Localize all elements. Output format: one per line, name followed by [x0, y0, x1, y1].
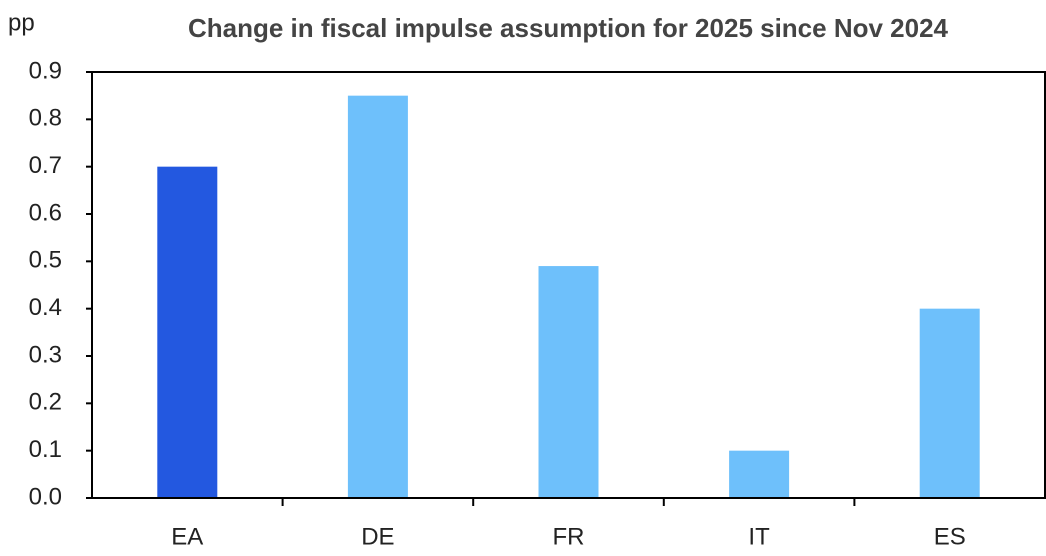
bar — [538, 266, 599, 498]
chart-title: Change in fiscal impulse assumption for … — [188, 13, 949, 43]
x-tick-label: FR — [553, 523, 585, 550]
bar — [157, 166, 218, 498]
y-tick-label: 0.1 — [29, 436, 62, 463]
x-tick-label: IT — [748, 523, 770, 550]
y-tick-label: 0.7 — [29, 152, 62, 179]
y-tick-label: 0.2 — [29, 389, 62, 416]
plot-frame — [91, 71, 1046, 499]
y-tick-label: 0.0 — [29, 483, 62, 510]
x-tick-label: DE — [361, 523, 394, 550]
y-tick-label: 0.9 — [29, 57, 62, 84]
y-axis-label: pp — [8, 9, 35, 36]
y-tick-label: 0.8 — [29, 105, 62, 132]
bar — [347, 95, 408, 499]
bar — [729, 450, 790, 498]
x-tick-label: ES — [934, 523, 966, 550]
y-tick-label: 0.3 — [29, 341, 62, 368]
y-tick-label: 0.5 — [29, 247, 62, 274]
bar — [919, 308, 980, 498]
y-tick-label: 0.4 — [29, 294, 62, 321]
x-tick-label: EA — [171, 523, 203, 550]
y-tick-label: 0.6 — [29, 199, 62, 226]
